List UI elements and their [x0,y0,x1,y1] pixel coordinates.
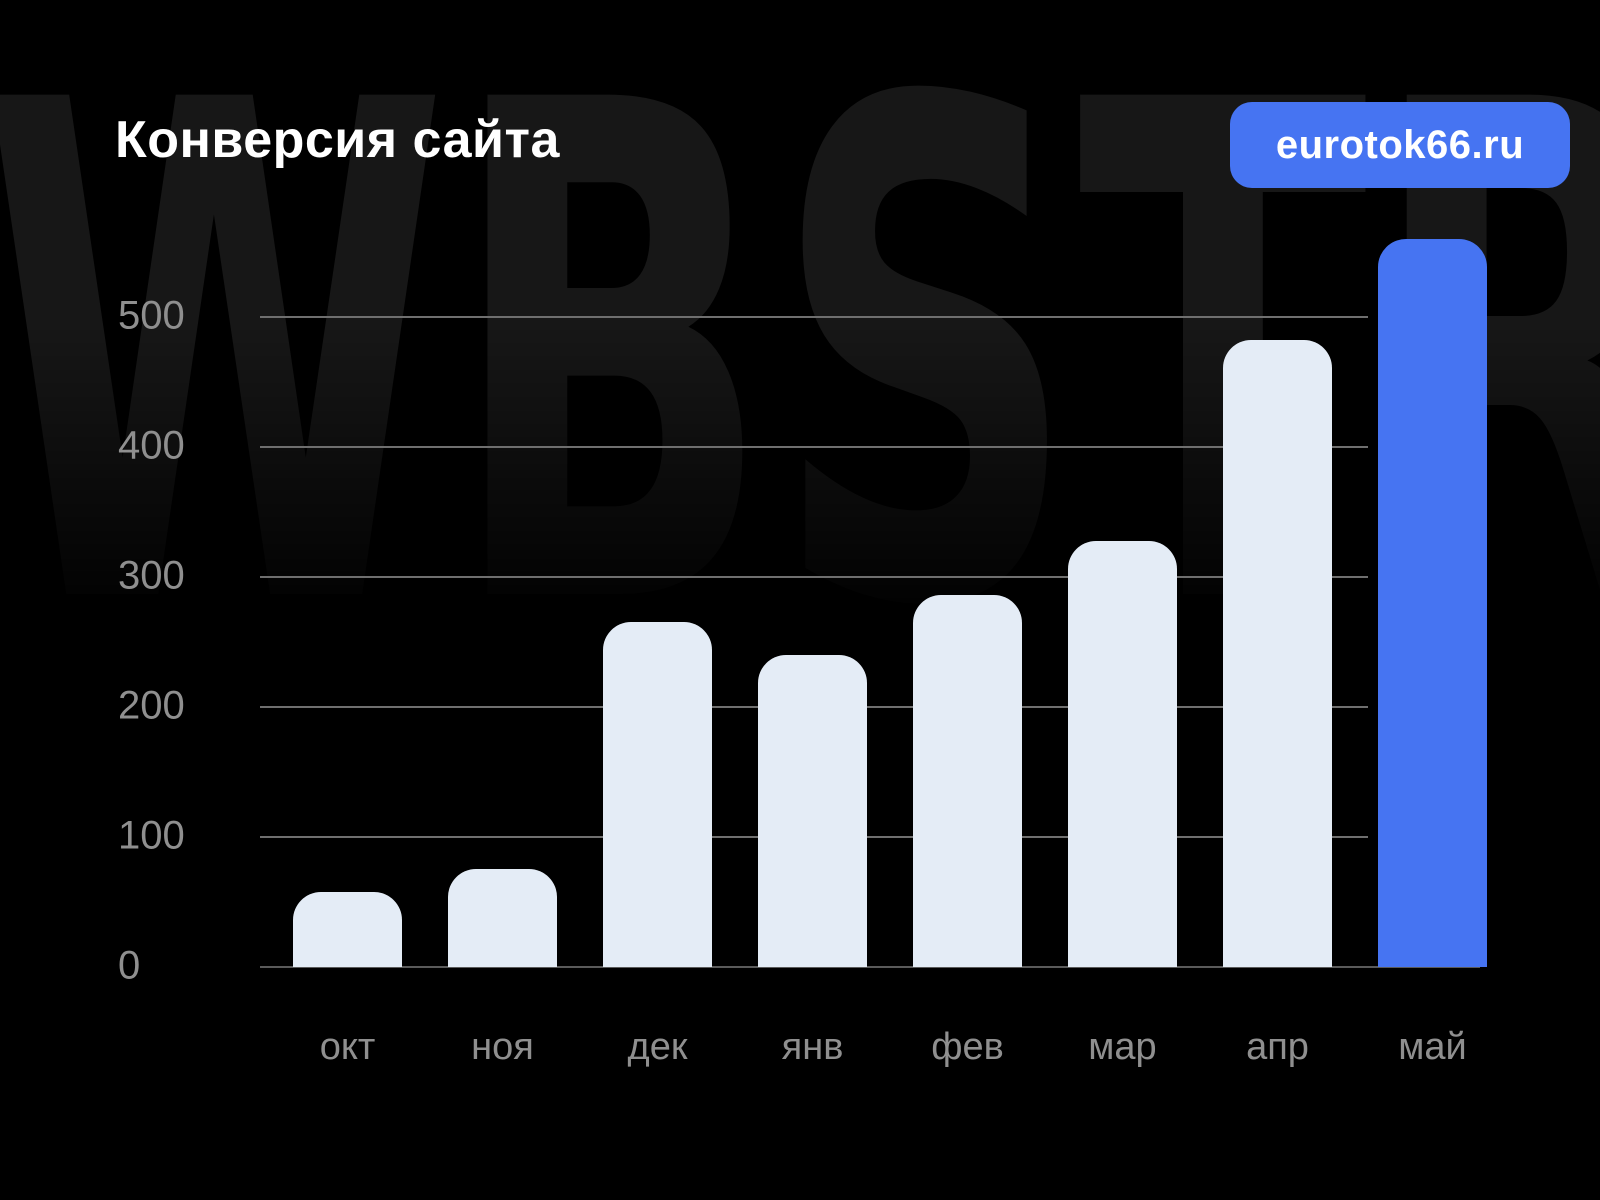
x-label-окт: окт [319,1026,376,1068]
bar-май [1378,239,1487,967]
gridline-400 [260,446,1368,448]
bar-окт [293,892,402,967]
y-tick-label-200: 200 [118,683,185,728]
site-link-label: eurotok66.ru [1275,122,1525,167]
gridline-500 [260,316,1368,318]
x-label-дек: дек [627,1026,688,1068]
x-label-ноя: ноя [471,1026,534,1068]
x-label-май: май [1398,1026,1467,1068]
x-label-мар: мар [1088,1026,1157,1068]
gridline-300 [260,576,1368,578]
x-label-апр: апр [1246,1026,1309,1068]
bar-апр [1223,340,1332,967]
bar-ноя [448,869,557,967]
x-axis-baseline [260,966,1480,968]
y-tick-label-300: 300 [118,553,185,598]
bar-янв [758,655,867,967]
x-label-янв: янв [781,1026,844,1068]
site-link-badge[interactable]: eurotok66.ru [1230,102,1570,188]
y-tick-label-400: 400 [118,423,185,468]
y-tick-label-0: 0 [118,943,141,988]
bar-дек [603,622,712,967]
y-tick-label-100: 100 [118,813,185,858]
bar-мар [1068,541,1177,967]
bar-фев [913,595,1022,967]
x-label-фев: фев [931,1026,1004,1068]
y-tick-label-500: 500 [118,293,185,338]
page-title: Конверсия сайта [115,111,560,169]
